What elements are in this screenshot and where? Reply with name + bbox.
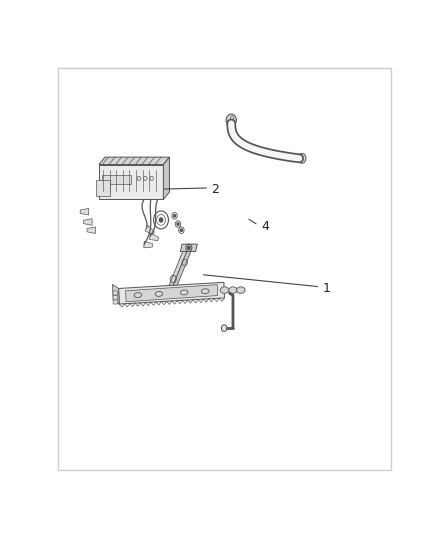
Circle shape xyxy=(226,114,237,126)
Ellipse shape xyxy=(237,287,245,293)
Ellipse shape xyxy=(229,287,237,293)
Polygon shape xyxy=(173,252,191,285)
Circle shape xyxy=(159,218,162,222)
Bar xyxy=(102,175,131,184)
Circle shape xyxy=(223,327,226,330)
Ellipse shape xyxy=(201,289,209,294)
Bar xyxy=(96,180,110,196)
Circle shape xyxy=(173,215,176,217)
Polygon shape xyxy=(145,225,155,235)
Circle shape xyxy=(177,223,179,225)
Polygon shape xyxy=(119,282,224,304)
Circle shape xyxy=(298,154,306,163)
Polygon shape xyxy=(113,300,117,304)
Polygon shape xyxy=(126,285,218,302)
Polygon shape xyxy=(87,227,95,233)
Polygon shape xyxy=(113,291,117,295)
Polygon shape xyxy=(84,219,92,225)
Polygon shape xyxy=(99,157,170,165)
Polygon shape xyxy=(149,233,159,240)
Ellipse shape xyxy=(230,116,233,123)
Circle shape xyxy=(180,229,182,231)
Text: 2: 2 xyxy=(212,183,219,196)
Ellipse shape xyxy=(155,292,162,296)
Ellipse shape xyxy=(180,290,188,295)
Polygon shape xyxy=(163,157,170,199)
Ellipse shape xyxy=(134,293,141,297)
Polygon shape xyxy=(80,208,88,215)
Polygon shape xyxy=(144,241,152,248)
Text: 4: 4 xyxy=(261,220,269,233)
Polygon shape xyxy=(113,285,119,304)
Polygon shape xyxy=(180,244,197,252)
Text: 1: 1 xyxy=(323,282,331,295)
Polygon shape xyxy=(113,295,117,300)
Ellipse shape xyxy=(220,287,229,293)
Polygon shape xyxy=(99,165,163,199)
Polygon shape xyxy=(169,252,187,285)
Circle shape xyxy=(187,246,190,249)
